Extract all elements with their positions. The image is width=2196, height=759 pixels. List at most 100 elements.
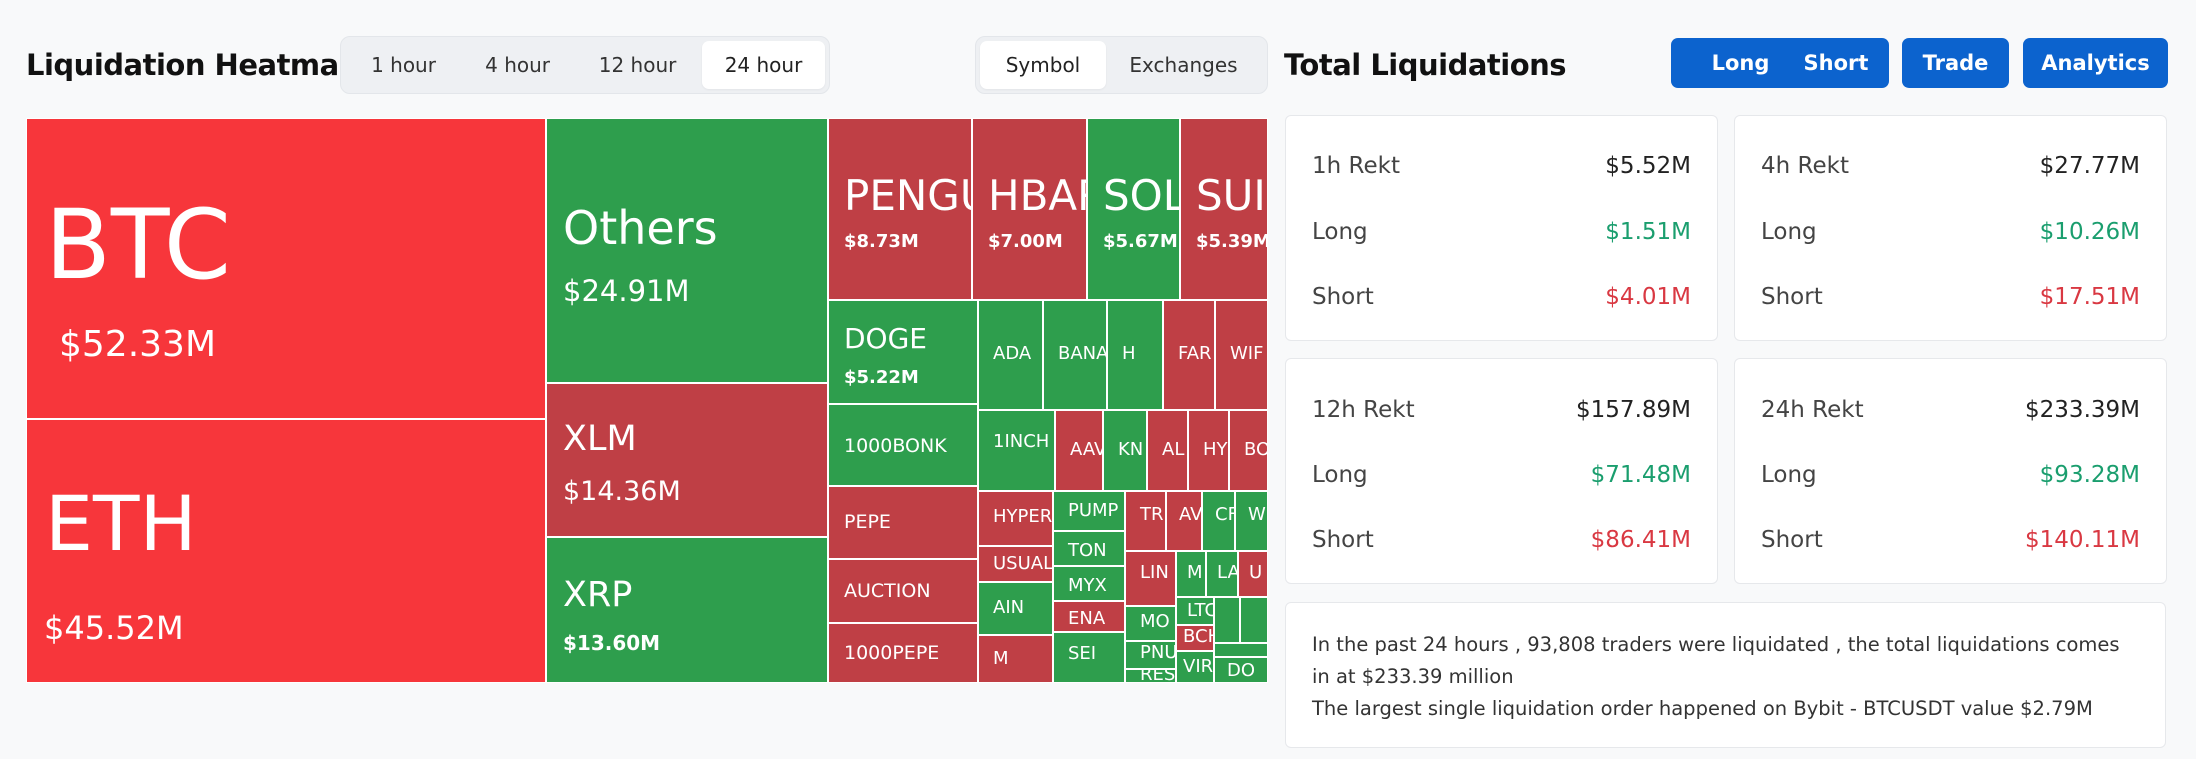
card-label: 1h Rekt: [1312, 153, 1400, 179]
heatmap-tile[interactable]: AV: [1166, 491, 1202, 551]
long-value: $10.26M: [2039, 219, 2140, 245]
heatmap-tile[interactable]: LA: [1206, 551, 1238, 597]
tile-value: $45.52M: [44, 609, 184, 647]
trade-button[interactable]: Trade: [1902, 38, 2009, 88]
heatmap-tile[interactable]: ETH $45.52M: [26, 419, 546, 683]
heatmap-tile[interactable]: BTC $52.33M: [26, 118, 546, 419]
heatmap-tile[interactable]: DO: [1214, 657, 1268, 683]
heatmap-tile[interactable]: [1214, 643, 1268, 657]
heatmap-tile[interactable]: XRP $13.60M: [546, 537, 828, 683]
tile-value: $13.60M: [563, 631, 661, 655]
heatmap-tile[interactable]: USUAL: [978, 546, 1053, 582]
liquidation-summary: In the past 24 hours , 93,808 traders we…: [1285, 602, 2166, 748]
heatmap-tile[interactable]: ADA: [978, 300, 1043, 410]
heatmap-tile[interactable]: [1240, 597, 1268, 643]
long-value: $93.28M: [2039, 462, 2140, 488]
tile-symbol: SOL: [1103, 171, 1180, 220]
heatmap-tile[interactable]: TR: [1125, 491, 1166, 551]
summary-line-2: The largest single liquidation order hap…: [1312, 697, 2093, 720]
tile-value: $5.22M: [844, 367, 919, 388]
analytics-button[interactable]: Analytics: [2023, 38, 2168, 88]
heatmap-tile[interactable]: 1INCH: [978, 410, 1055, 491]
tile-symbol: PEPE: [844, 511, 891, 533]
tile-symbol: M: [993, 648, 1009, 669]
heatmap-tile[interactable]: DOGE $5.22M: [828, 300, 978, 404]
card-total: $233.39M: [2025, 397, 2140, 423]
tile-value: $5.67M: [1103, 231, 1178, 252]
heatmap-tile[interactable]: KN: [1103, 410, 1147, 491]
tile-symbol: BO: [1244, 439, 1268, 460]
tile-symbol: H: [1122, 343, 1136, 364]
tile-symbol: AUCTION: [844, 580, 931, 602]
heatmap-tile[interactable]: 1000PEPE: [828, 623, 978, 683]
tile-symbol: MYX: [1068, 575, 1107, 596]
long-label: Long: [1761, 219, 1817, 245]
tile-symbol: HYPER: [993, 506, 1053, 527]
heatmap-tile[interactable]: XLM $14.36M: [546, 383, 828, 537]
heatmap-tile[interactable]: BCH: [1176, 625, 1214, 651]
card-label: 12h Rekt: [1312, 397, 1415, 423]
heatmap-tile[interactable]: RES: [1125, 669, 1176, 683]
heatmap-tile[interactable]: HY: [1188, 410, 1229, 491]
tile-symbol: ETH: [45, 479, 197, 568]
heatmap-tile[interactable]: ENA: [1053, 601, 1125, 632]
heatmap-tile[interactable]: BANA: [1043, 300, 1107, 410]
heatmap-tile[interactable]: U: [1238, 551, 1268, 597]
tab-1-hour[interactable]: 1 hour: [371, 53, 436, 77]
heatmap-tile[interactable]: CF: [1202, 491, 1235, 551]
heatmap-tile[interactable]: SUI $5.39M: [1180, 118, 1268, 300]
tile-symbol: PNU: [1140, 642, 1176, 663]
heatmap-tile[interactable]: AAV: [1055, 410, 1103, 491]
heatmap-tile[interactable]: M: [1176, 551, 1206, 597]
heatmap-tile[interactable]: LIN: [1125, 551, 1176, 606]
tile-symbol: M: [1187, 562, 1203, 583]
heatmap-tile[interactable]: HYPER: [978, 491, 1053, 546]
heatmap-tile[interactable]: VIR: [1176, 651, 1214, 683]
heatmap-title: Liquidation Heatmap: [26, 48, 359, 82]
tab-24-hour[interactable]: 24 hour: [702, 41, 825, 89]
heatmap-tile[interactable]: [1214, 597, 1240, 643]
tab-12-hour[interactable]: 12 hour: [598, 53, 677, 77]
tile-value: $14.36M: [563, 476, 681, 507]
long-value: $1.51M: [1605, 219, 1691, 245]
heatmap-tile[interactable]: W: [1235, 491, 1268, 551]
tile-symbol: TON: [1068, 540, 1107, 561]
short-value: $86.41M: [1590, 527, 1691, 553]
heatmap-tile[interactable]: FAR: [1163, 300, 1215, 410]
short-button[interactable]: Short: [1783, 38, 1889, 88]
heatmap-tile[interactable]: PUMP: [1053, 491, 1125, 531]
heatmap-tile[interactable]: HBAR $7.00M: [972, 118, 1087, 300]
heatmap-tile[interactable]: AUCTION: [828, 559, 978, 623]
heatmap-tile[interactable]: PNU: [1125, 641, 1176, 669]
heatmap-tile[interactable]: MYX: [1053, 566, 1125, 601]
tab-4-hour[interactable]: 4 hour: [485, 53, 551, 77]
tab-exchanges[interactable]: Exchanges: [1129, 53, 1238, 77]
heatmap-tile[interactable]: SOL $5.67M: [1087, 118, 1180, 300]
view-tabs: Symbol Exchanges: [975, 36, 1268, 94]
heatmap-tile[interactable]: PENGU $8.73M: [828, 118, 972, 300]
heatmap-tile[interactable]: M: [978, 635, 1053, 683]
tile-symbol: W: [1248, 504, 1266, 525]
heatmap-tile[interactable]: Others $24.91M: [546, 118, 828, 383]
tab-symbol[interactable]: Symbol: [980, 41, 1106, 89]
heatmap-tile[interactable]: MO: [1125, 606, 1176, 641]
heatmap-tile[interactable]: H: [1107, 300, 1163, 410]
heatmap-tile[interactable]: WIF: [1215, 300, 1268, 410]
heatmap-tile[interactable]: AL: [1147, 410, 1188, 491]
heatmap-tile[interactable]: PEPE: [828, 486, 978, 559]
tile-symbol: AAV: [1070, 439, 1103, 460]
rekt-card-4h: 4h Rekt $27.77M Long $10.26M Short $17.51M: [1734, 115, 2167, 341]
tile-symbol: ENA: [1068, 608, 1106, 629]
heatmap-tile[interactable]: 1000BONK: [828, 404, 978, 486]
long-label: Long: [1761, 462, 1817, 488]
heatmap-tile[interactable]: TON: [1053, 531, 1125, 566]
tile-symbol: LTC: [1187, 600, 1213, 621]
heatmap-tile[interactable]: BO: [1229, 410, 1268, 491]
heatmap-tile[interactable]: SEI: [1053, 632, 1125, 683]
tile-symbol: LIN: [1140, 562, 1169, 583]
rekt-card-12h: 12h Rekt $157.89M Long $71.48M Short $86.41…: [1285, 358, 1718, 584]
tile-value: $7.00M: [988, 231, 1063, 252]
heatmap-tile[interactable]: AIN: [978, 582, 1053, 635]
heatmap-tile[interactable]: LTC: [1176, 597, 1214, 625]
short-label: Short: [1312, 284, 1374, 310]
